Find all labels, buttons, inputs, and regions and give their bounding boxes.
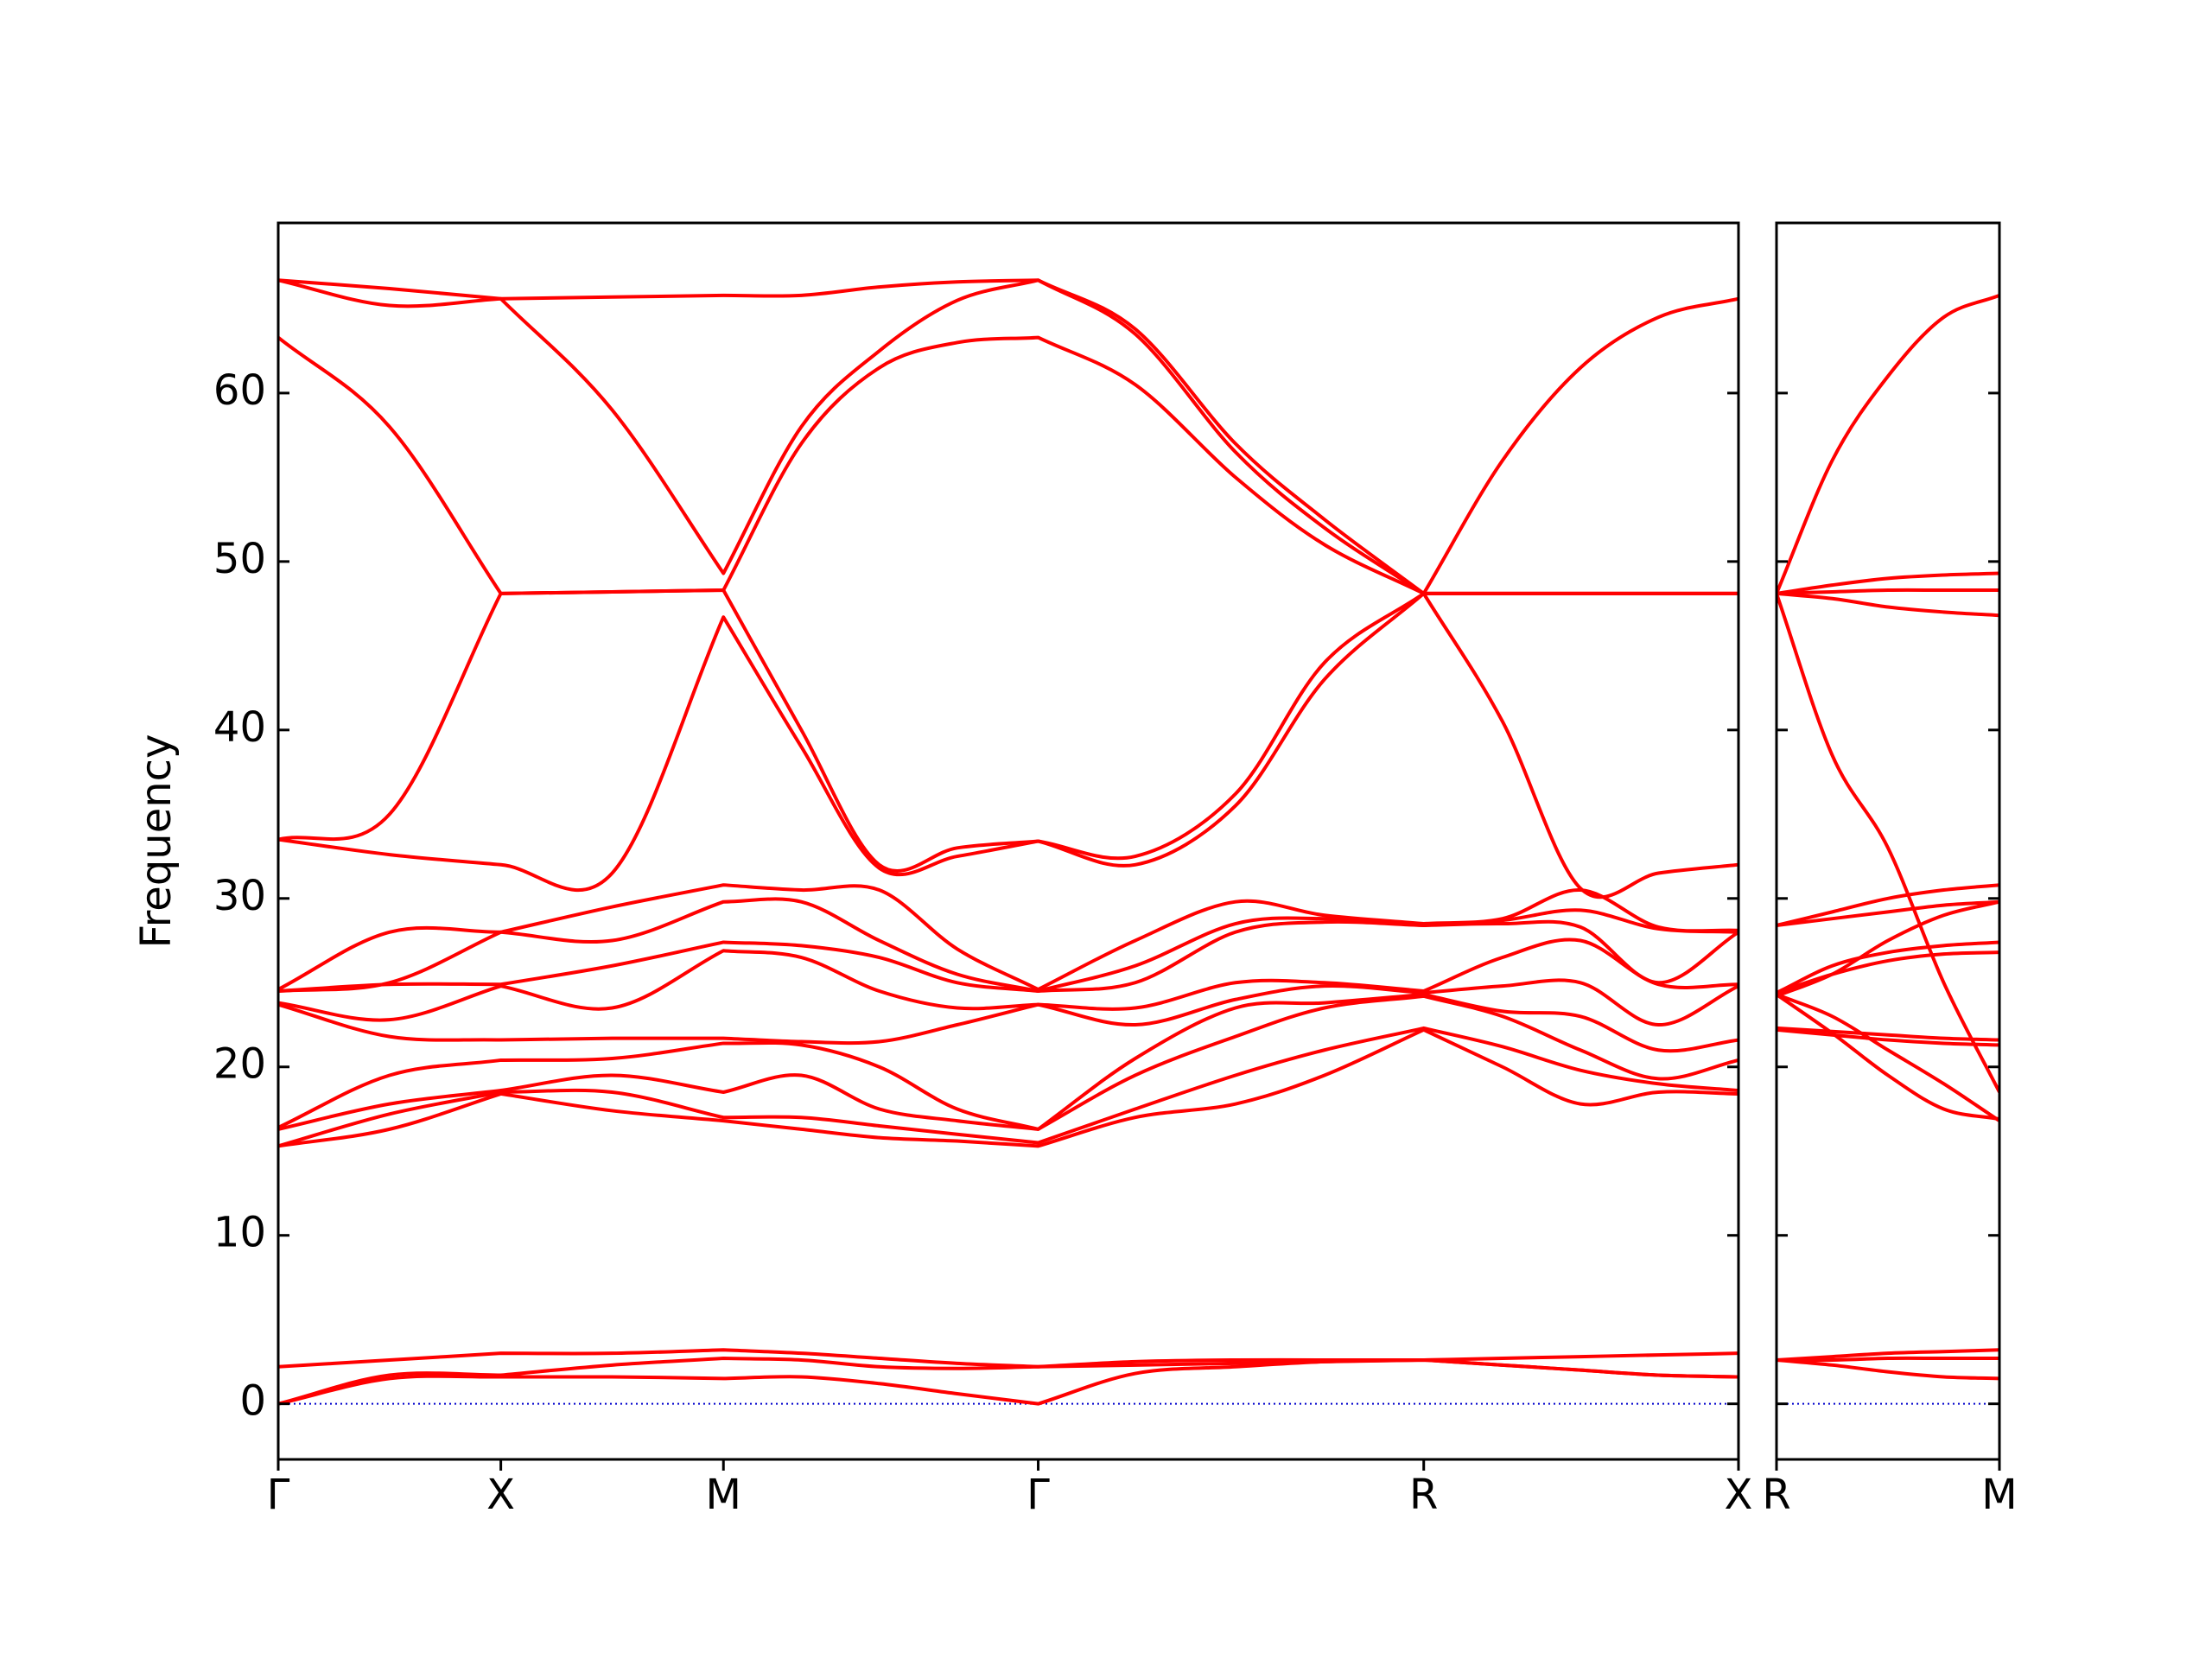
band-line xyxy=(278,897,1738,994)
band-line xyxy=(1777,293,1999,594)
band-line xyxy=(278,1027,1738,1148)
x-tick-label: R xyxy=(1762,1471,1790,1519)
band-line xyxy=(1777,591,1999,618)
y-tick-label: 40 xyxy=(213,703,266,752)
x-tick-label: X xyxy=(486,1471,515,1519)
band-line xyxy=(278,278,1738,595)
y-tick-label: 50 xyxy=(213,535,266,583)
x-tick-label: R xyxy=(1409,1471,1438,1519)
band-line xyxy=(278,588,1738,873)
band-line xyxy=(1777,950,1999,995)
band-line xyxy=(1777,571,1999,595)
band-line xyxy=(1777,593,1999,1093)
plot-area xyxy=(1777,293,1999,1405)
axes-frame xyxy=(1775,221,2001,1461)
y-axis-label: Frequency xyxy=(132,734,181,949)
band-line xyxy=(278,883,1738,992)
band-line xyxy=(1777,1027,1999,1047)
band-line xyxy=(278,335,1738,595)
band-line xyxy=(1777,1357,1999,1381)
band-line xyxy=(1777,1356,1999,1363)
axes-frame xyxy=(276,221,1740,1461)
x-tick-label: Γ xyxy=(267,1471,290,1519)
x-tick-label: M xyxy=(1981,1471,2017,1519)
y-tick-label: 60 xyxy=(213,366,266,415)
y-tick-label: 20 xyxy=(213,1040,266,1089)
band-line xyxy=(1777,899,1999,927)
band-line xyxy=(278,994,1738,1131)
band-line xyxy=(1777,993,1999,1122)
band-line xyxy=(1777,940,1999,995)
x-tick-label: Γ xyxy=(1027,1471,1050,1519)
band-line xyxy=(278,278,1738,595)
band-line xyxy=(1777,1026,1999,1042)
band-line xyxy=(278,1348,1738,1369)
band-line xyxy=(1777,1348,1999,1362)
band-line xyxy=(1777,993,1999,1122)
plot-area xyxy=(278,278,1738,1406)
band-line xyxy=(278,938,1738,1022)
y-tick-label: 10 xyxy=(213,1209,266,1257)
band-line xyxy=(1777,883,1999,927)
band-line xyxy=(278,992,1738,1131)
y-tick-label: 30 xyxy=(213,872,266,920)
x-tick-label: X xyxy=(1725,1471,1753,1519)
band-line xyxy=(1777,899,1999,998)
band-line xyxy=(278,591,1738,899)
x-tick-label: M xyxy=(706,1471,741,1519)
band-line xyxy=(1777,588,1999,595)
band-line xyxy=(278,1026,1738,1148)
y-tick-label: 0 xyxy=(239,1377,266,1426)
